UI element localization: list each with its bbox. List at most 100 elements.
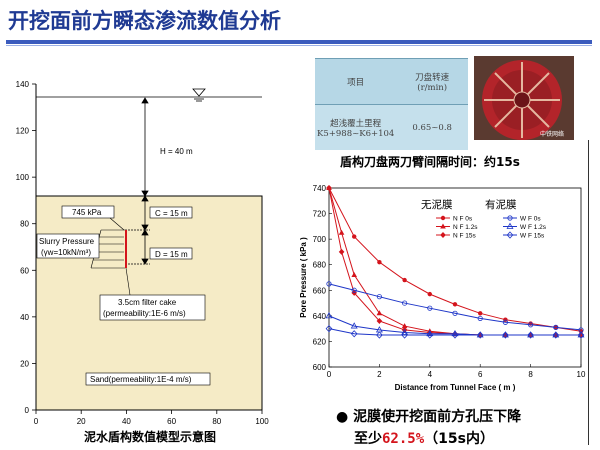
d-label: D = 15 m [155,250,188,259]
bullet-text1: 泥膜使开挖面前方孔压下降 [353,409,522,425]
slide-title: 开挖面前方瞬态渗流数值分析 [8,9,281,33]
data-point [338,229,345,235]
data-point [326,185,332,191]
chart-x-tick: 8 [528,370,533,379]
speed-header-line2: (r/min) [417,82,448,93]
gamma-label: (γw=10kN/m³) [41,248,91,257]
title-underline-thin [6,45,592,46]
bullet-line1: ● 泥膜使开挖面前方孔压下降 [336,409,522,425]
pressure-label: 745 kPa [72,208,102,217]
data-point [478,311,483,316]
c-label: C = 15 m [155,209,188,218]
data-point [553,324,559,330]
legend-label: W F 1.2s [520,224,547,231]
legend-marker [506,222,514,229]
series-W-F-0s [326,281,584,333]
legend-marker [506,231,514,239]
data-point [351,287,357,293]
model-diagram: 140 120 100 80 60 40 20 0 0 20 40 60 80 100 H = 40 m… [16,80,270,426]
filter-cake-permeability: (permeability:1E-6 m/s) [103,309,186,318]
table-cell-section: 超浅覆土里程 K5+988~K6+104 [315,104,397,150]
data-point [577,331,585,339]
data-point [325,312,333,319]
chart-y-tick: 700 [313,235,327,244]
d-label-box: D = 15 m [149,247,193,260]
legend-marker [440,223,446,229]
model-caption: 泥水盾构数值模型示意图 [84,430,217,444]
legend-label: W F 15s [520,233,545,240]
data-point [426,331,434,339]
conclusion-bullet: ● 泥膜使开挖面前方孔压下降 至少62.5%（15s内） [336,406,521,448]
slurry-pressure-distribution [90,229,125,269]
chart-y-tick: 740 [313,184,327,193]
data-point [338,248,345,255]
pressure-label-box: 745 kPa [61,205,125,231]
data-point [401,328,409,335]
section-line2: K5+988~K6+104 [317,128,395,139]
model-y-tick: 0 [25,406,30,415]
data-point [352,234,357,239]
chart-xlabel: Distance from Tunnel Face ( m ) [395,383,516,392]
legend-entry: N F 1.2s [436,223,478,231]
table-header-item: 项目 [315,57,397,105]
legend-entry: W F 1.2s [503,222,547,231]
title-underline [6,40,592,44]
data-point [350,330,358,338]
data-point [527,331,534,339]
data-point [452,302,458,307]
data-point [427,291,432,297]
filter-cake-label: 3.5cm filter cake [118,298,177,307]
water-level-icon [192,88,206,102]
chart-x-tick: 10 [577,370,586,379]
legend-label: N F 15s [453,233,477,240]
cutterhead-photo: 中铁网络 [474,56,574,140]
data-point [477,315,483,322]
series-line [328,328,581,336]
sand-label-box: Sand(permeability:1E-4 m/s) [85,372,211,386]
data-point [377,259,382,265]
model-y-tick: 80 [20,220,29,229]
slurry-label-box: Slurry Pressure (γw=10kN/m³) [36,233,100,259]
chart-ylabel: Pore Pressure ( kPa ) [299,237,308,318]
data-point [376,331,383,339]
data-point [376,317,383,324]
model-x-tick: 20 [77,417,86,426]
data-point [401,300,408,306]
bullet-line2: 至少62.5%（15s内） [336,428,521,448]
chart-y-tick: 660 [313,286,327,295]
chart-x-tick: 2 [377,370,382,379]
chart-y-tick: 720 [313,210,327,219]
data-point [350,322,358,329]
chart-x-tick: 0 [327,370,332,379]
legend-group-with-filter: 有泥膜 [485,198,517,211]
data-point [527,322,534,328]
table-cell-speed: 0.65~0.8 [396,104,468,150]
legend-label: N F 1.2s [453,224,478,231]
table-header-speed: 刀盘转速 (r/min) [396,57,468,105]
chart-y-tick: 680 [313,261,327,270]
model-x-tick: 0 [34,417,39,426]
series-W-F-15s [325,325,585,339]
dimension-lines [125,97,150,265]
model-x-tick: 100 [255,417,269,426]
data-point [401,323,408,329]
chart-y-tick: 640 [313,312,327,321]
speed-header-line1: 刀盘转速 [415,72,450,83]
model-x-tick: 60 [167,417,176,426]
bullet-highlight: 62.5% [382,431,425,447]
slurry-label: Slurry Pressure [39,237,95,246]
legend-label: N F 0s [453,216,473,223]
legend-entry: N F 0s [436,216,473,223]
data-point [452,310,458,316]
h-label: H = 40 m [160,147,193,156]
plot-area [328,187,582,368]
legend-group-no-filter: 无泥膜 [421,198,453,211]
c-label-box: C = 15 m [149,206,193,219]
sand-label: Sand(permeability:1E-4 m/s) [90,375,192,384]
data-point [351,271,357,277]
chart-x-tick: 6 [478,370,483,379]
data-point [427,305,433,311]
data-point [402,277,407,283]
series-line [328,283,582,331]
